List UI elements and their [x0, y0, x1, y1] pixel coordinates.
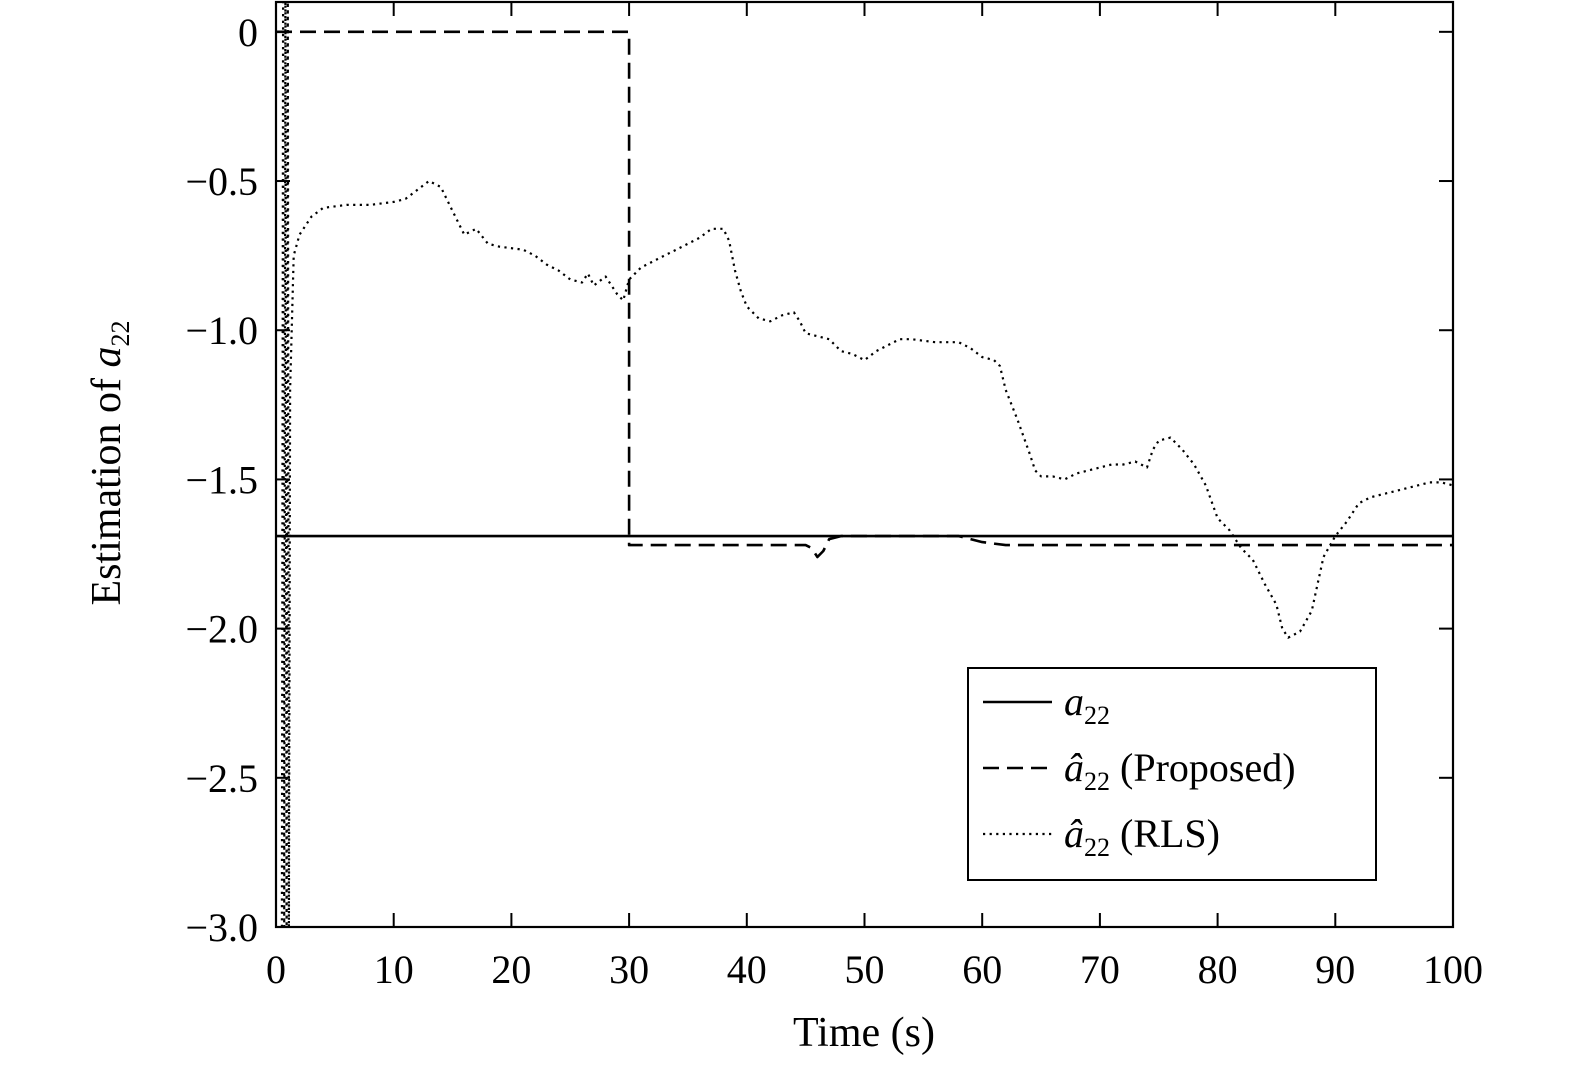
y-tick-label: 0	[238, 10, 258, 55]
series-line-rls	[280, 2, 1453, 927]
x-tick-label: 70	[1080, 947, 1120, 992]
legend-symbol: â	[1064, 811, 1084, 856]
legend-label-rls: â22 (RLS)	[1064, 811, 1220, 862]
legend-box	[967, 667, 1377, 881]
legend-label-proposed: â22 (Proposed)	[1064, 745, 1296, 796]
series-line-proposed	[276, 30, 1453, 559]
x-tick-label: 60	[962, 947, 1002, 992]
y-tick-label: −2.0	[185, 607, 258, 652]
x-tick-label: 40	[727, 947, 767, 992]
y-tick-label: −2.5	[185, 756, 258, 801]
x-tick-label: 0	[266, 947, 286, 992]
y-tick-label: −3.0	[185, 905, 258, 950]
y-tick-label: −1.0	[185, 308, 258, 353]
x-axis-title: Time (s)	[793, 1010, 935, 1056]
legend-subscript: 22	[1084, 833, 1110, 862]
series-layer	[276, 2, 1453, 927]
x-tick-label: 50	[845, 947, 885, 992]
legend-subscript: 22	[1084, 767, 1110, 796]
legend-suffix: (RLS)	[1110, 811, 1220, 856]
x-tick-label: 10	[374, 947, 414, 992]
legend-label-true: a22	[1064, 679, 1110, 730]
y-axis-title-symbol: a	[84, 347, 130, 368]
y-axis-title-prefix: Estimation of	[84, 368, 130, 606]
y-tick-label: −0.5	[185, 159, 258, 204]
x-tick-label: 80	[1198, 947, 1238, 992]
x-tick-label: 100	[1423, 947, 1483, 992]
y-axis-title-subscript: 22	[106, 321, 135, 347]
x-tick-label: 20	[491, 947, 531, 992]
y-axis-title: Estimation of a22	[84, 321, 135, 606]
x-tick-label: 30	[609, 947, 649, 992]
x-tick-label: 90	[1315, 947, 1355, 992]
ticks-layer: 0 10 20 30 40 50 60 70 80 90 100 0 −0.5 −1.0 −1.5 −2.0 −…	[185, 2, 1483, 992]
legend-symbol: â	[1064, 745, 1084, 790]
y-tick-label: −1.5	[185, 457, 258, 502]
legend-suffix: (Proposed)	[1110, 745, 1296, 790]
legend-subscript: 22	[1084, 701, 1110, 730]
legend-symbol: a	[1064, 679, 1084, 724]
